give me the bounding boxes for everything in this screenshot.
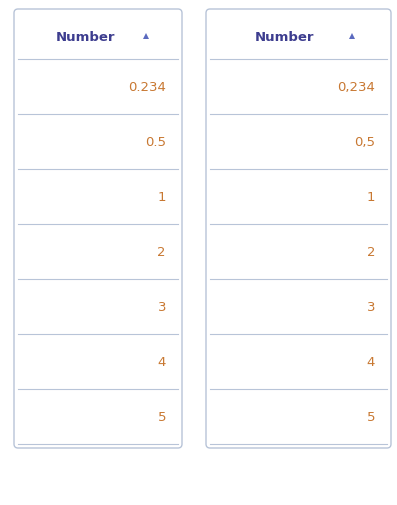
Text: 2: 2 bbox=[366, 245, 375, 259]
Text: 1: 1 bbox=[158, 190, 166, 204]
Text: 3: 3 bbox=[158, 300, 166, 314]
FancyBboxPatch shape bbox=[14, 10, 182, 448]
Text: 0.5: 0.5 bbox=[145, 136, 166, 148]
Text: 2: 2 bbox=[158, 245, 166, 259]
Text: 0,5: 0,5 bbox=[354, 136, 375, 148]
Text: 4: 4 bbox=[366, 356, 375, 368]
FancyBboxPatch shape bbox=[206, 10, 391, 448]
Text: 0,234: 0,234 bbox=[337, 81, 375, 94]
Text: 0.234: 0.234 bbox=[128, 81, 166, 94]
Text: 5: 5 bbox=[158, 410, 166, 423]
Text: 1: 1 bbox=[366, 190, 375, 204]
Text: 4: 4 bbox=[158, 356, 166, 368]
Text: Number: Number bbox=[254, 30, 314, 43]
Text: Number: Number bbox=[56, 30, 115, 43]
Text: 3: 3 bbox=[366, 300, 375, 314]
Text: 5: 5 bbox=[366, 410, 375, 423]
